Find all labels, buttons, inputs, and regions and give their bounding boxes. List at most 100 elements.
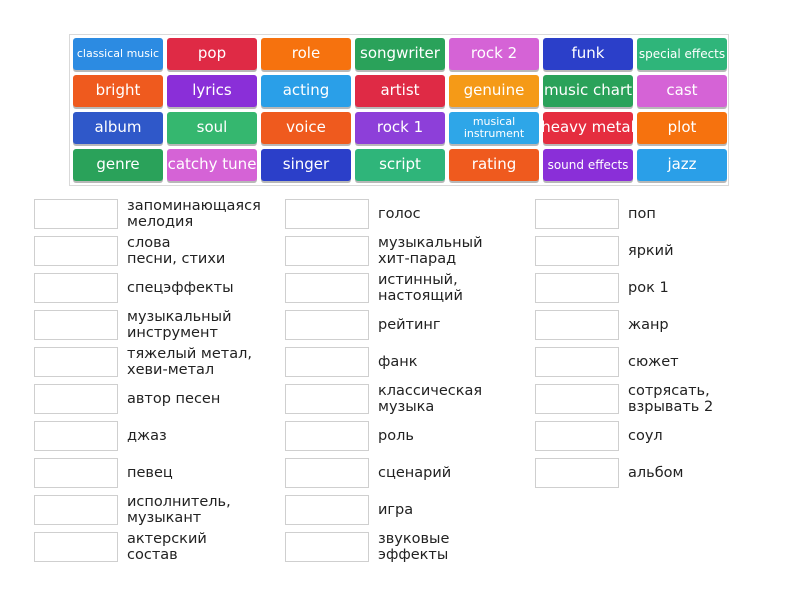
tile-label: album xyxy=(94,118,142,137)
clue-text: тяжелый метал, хеви-метал xyxy=(127,346,252,378)
drop-slot[interactable] xyxy=(285,347,369,377)
drop-slot[interactable] xyxy=(535,458,619,488)
drop-slot[interactable] xyxy=(285,310,369,340)
drop-slot[interactable] xyxy=(285,384,369,414)
answer-tile[interactable]: genuine xyxy=(449,75,539,107)
answer-tile[interactable]: music chart xyxy=(543,75,633,107)
answer-tile[interactable]: voice xyxy=(261,112,351,144)
answer-tile[interactable]: acting xyxy=(261,75,351,107)
answer-tile[interactable]: rock 2 xyxy=(449,38,539,70)
clue-text: роль xyxy=(378,428,414,444)
answer-tile[interactable]: catchy tune xyxy=(167,149,257,181)
drop-slot[interactable] xyxy=(535,384,619,414)
clue-text: сценарий xyxy=(378,465,452,481)
answer-tile[interactable]: songwriter xyxy=(355,38,445,70)
clue-text: сотрясать, взрывать 2 xyxy=(628,383,714,415)
tile-label: music chart xyxy=(543,81,633,100)
drop-slot[interactable] xyxy=(285,421,369,451)
answer-tile[interactable]: pop xyxy=(167,38,257,70)
clue-text: автор песен xyxy=(127,391,221,407)
answer-tile[interactable]: singer xyxy=(261,149,351,181)
drop-slot[interactable] xyxy=(535,236,619,266)
tile-label: songwriter xyxy=(360,44,440,63)
clue-text: истинный, настоящий xyxy=(378,272,463,304)
answer-tile[interactable]: genre xyxy=(73,149,163,181)
drop-slot[interactable] xyxy=(535,273,619,303)
clue-text: джаз xyxy=(127,428,167,444)
answer-tile[interactable]: heavy metal xyxy=(543,112,633,144)
drop-slot[interactable] xyxy=(34,347,118,377)
clue-text: соул xyxy=(628,428,663,444)
answer-tile[interactable]: artist xyxy=(355,75,445,107)
drop-slot[interactable] xyxy=(535,310,619,340)
tile-label: singer xyxy=(282,155,330,174)
answer-tile[interactable]: special effects xyxy=(637,38,727,70)
drop-slot[interactable] xyxy=(34,310,118,340)
answer-tile[interactable]: script xyxy=(355,149,445,181)
drop-slot[interactable] xyxy=(285,273,369,303)
clue-text: классическая музыка xyxy=(378,383,483,415)
answer-tile[interactable]: bright xyxy=(73,75,163,107)
drop-slot[interactable] xyxy=(34,199,118,229)
drop-slot[interactable] xyxy=(535,421,619,451)
tile-label: voice xyxy=(286,118,326,137)
drop-slot[interactable] xyxy=(34,458,118,488)
answer-tile[interactable]: rating xyxy=(449,149,539,181)
clue-text: певец xyxy=(127,465,173,481)
clue-text: голос xyxy=(378,206,421,222)
tile-label: rock 2 xyxy=(470,44,518,63)
answer-tile[interactable]: rock 1 xyxy=(355,112,445,144)
answer-tile[interactable]: album xyxy=(73,112,163,144)
drop-slot[interactable] xyxy=(285,495,369,525)
tile-label: special effects xyxy=(638,46,726,61)
answer-tile[interactable]: plot xyxy=(637,112,727,144)
clue-text: жанр xyxy=(628,317,669,333)
tile-label: heavy metal xyxy=(543,118,633,137)
answer-tile[interactable]: cast xyxy=(637,75,727,107)
tile-label: cast xyxy=(666,81,698,100)
tile-label: acting xyxy=(282,81,330,100)
tile-label: genre xyxy=(96,155,140,174)
drop-slot[interactable] xyxy=(285,236,369,266)
tile-label: bright xyxy=(95,81,141,100)
tile-label: soul xyxy=(196,118,228,137)
tile-label: rating xyxy=(471,155,517,174)
clue-text: запоминающаяся мелодия xyxy=(127,198,261,230)
tile-label: artist xyxy=(380,81,420,100)
tile-label: catchy tune xyxy=(167,155,257,174)
tile-label: pop xyxy=(197,44,227,63)
answer-tile[interactable]: role xyxy=(261,38,351,70)
clue-text: музыкальный хит-парад xyxy=(378,235,483,267)
tile-label: lyrics xyxy=(192,81,232,100)
tile-label: funk xyxy=(571,44,605,63)
drop-slot[interactable] xyxy=(285,199,369,229)
clue-text: яркий xyxy=(628,243,674,259)
drop-slot[interactable] xyxy=(34,236,118,266)
drop-slot[interactable] xyxy=(34,532,118,562)
drop-slot[interactable] xyxy=(34,384,118,414)
drop-slot[interactable] xyxy=(535,199,619,229)
answer-tile[interactable]: musical instrument xyxy=(449,112,539,144)
answer-tile[interactable]: soul xyxy=(167,112,257,144)
tile-label: genuine xyxy=(463,81,525,100)
clue-text: игра xyxy=(378,502,414,518)
answer-tile[interactable]: jazz xyxy=(637,149,727,181)
answer-tile[interactable]: lyrics xyxy=(167,75,257,107)
drop-slot[interactable] xyxy=(535,347,619,377)
clue-text: рок 1 xyxy=(628,280,669,296)
drop-slot[interactable] xyxy=(34,273,118,303)
tile-label: plot xyxy=(667,118,697,137)
clue-text: звуковые эффекты xyxy=(378,531,450,563)
answer-tile[interactable]: classical music xyxy=(73,38,163,70)
tile-bank: classical music pop role songwriter rock 2 fu… xyxy=(69,34,729,186)
answer-tile[interactable]: sound effects xyxy=(543,149,633,181)
answer-tile[interactable]: funk xyxy=(543,38,633,70)
clue-text: фанк xyxy=(378,354,418,370)
drop-slot[interactable] xyxy=(34,495,118,525)
drop-slot[interactable] xyxy=(285,532,369,562)
tile-label: script xyxy=(379,155,421,174)
drop-slot[interactable] xyxy=(34,421,118,451)
tile-label: rock 1 xyxy=(376,118,424,137)
tile-label: classical music xyxy=(76,47,160,61)
drop-slot[interactable] xyxy=(285,458,369,488)
